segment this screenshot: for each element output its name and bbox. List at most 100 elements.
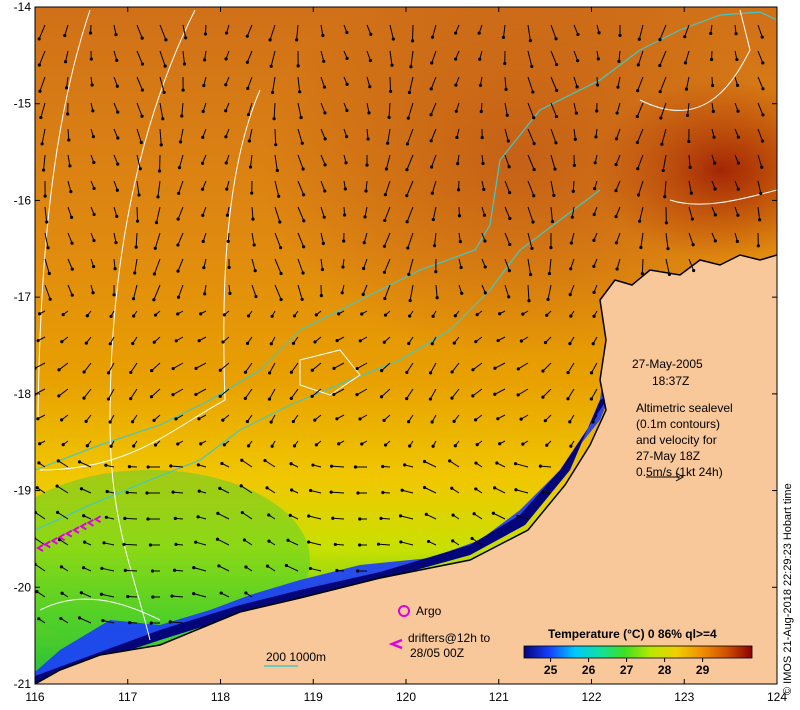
velocity-arrow-head — [133, 271, 137, 275]
velocity-arrow-head — [150, 569, 155, 573]
lon-tick-label: 119 — [304, 690, 323, 704]
velocity-arrow — [244, 388, 253, 399]
velocity-arrow-head — [712, 135, 716, 139]
velocity-arrow-head — [335, 417, 339, 421]
velocity-arrow-head — [688, 165, 692, 169]
velocity-arrow — [408, 76, 414, 93]
lon-tick-label: 122 — [581, 690, 601, 704]
velocity-arrow-head — [391, 37, 395, 41]
velocity-arrow — [548, 258, 552, 274]
velocity-arrow-head — [405, 220, 409, 224]
velocity-arrow-head — [164, 38, 168, 42]
velocity-arrow-head — [483, 239, 487, 243]
velocity-arrow — [41, 128, 46, 144]
velocity-arrow — [618, 50, 621, 62]
velocity-arrow — [366, 128, 369, 140]
velocity-arrow-head — [498, 312, 502, 316]
velocity-arrow — [640, 232, 644, 248]
velocity-arrow-head — [284, 563, 288, 568]
velocity-arrow — [311, 388, 322, 397]
velocity-arrow — [136, 102, 143, 117]
velocity-arrow-head — [240, 458, 244, 462]
velocity-arrow — [406, 362, 414, 373]
velocity-arrow-head — [174, 417, 178, 421]
velocity-arrow-head — [589, 371, 594, 375]
velocity-arrow — [684, 50, 690, 64]
coastal-coldest-band — [35, 395, 610, 684]
velocity-arrow — [383, 258, 391, 273]
velocity-arrow — [64, 24, 69, 36]
velocity-arrow-head — [92, 238, 96, 243]
velocity-arrow-head — [307, 540, 311, 544]
velocity-arrows — [35, 24, 765, 625]
lon-tick-label: 118 — [211, 690, 230, 704]
velocity-arrow — [381, 362, 391, 371]
velocity-arrow — [57, 511, 69, 520]
velocity-arrow-head — [57, 394, 61, 398]
velocity-arrow-head — [507, 295, 511, 299]
velocity-arrow — [332, 517, 345, 520]
velocity-arrow-head — [182, 62, 187, 66]
velocity-arrow — [274, 180, 280, 197]
velocity-arrow — [320, 154, 326, 166]
velocity-arrow-head — [270, 444, 274, 448]
velocity-arrow-head — [132, 444, 136, 448]
velocity-arrow-head — [140, 36, 144, 40]
velocity-arrow-head — [430, 420, 434, 424]
velocity-arrow-head — [422, 485, 427, 490]
velocity-arrow-head — [91, 291, 95, 295]
velocity-arrow-head — [636, 63, 640, 67]
velocity-arrow — [381, 388, 391, 398]
velocity-arrow-head — [298, 90, 302, 94]
velocity-arrow-head — [226, 239, 230, 243]
lon-tick-label: 117 — [118, 690, 137, 704]
velocity-arrow-head — [635, 114, 639, 119]
lat-tick-label: -15 — [14, 97, 32, 111]
velocity-arrow-head — [554, 141, 558, 145]
velocity-arrow — [270, 50, 276, 67]
velocity-arrow-head — [353, 465, 358, 469]
velocity-arrow — [573, 128, 576, 140]
velocity-arrow-head — [435, 296, 439, 300]
velocity-arrow — [81, 592, 92, 598]
velocity-arrow-head — [640, 272, 644, 276]
velocity-arrow-head — [756, 244, 760, 248]
velocity-arrow-head — [424, 512, 428, 516]
velocity-arrow-head — [332, 366, 336, 370]
lat-tick-label: -19 — [14, 484, 32, 498]
velocity-arrow-head — [516, 367, 520, 371]
velocity-arrow — [518, 362, 529, 370]
velocity-arrow — [356, 362, 368, 369]
velocity-arrow — [113, 102, 119, 113]
velocity-arrow-head — [123, 516, 127, 520]
velocity-arrow-head — [268, 38, 272, 42]
velocity-arrow-head — [222, 313, 226, 317]
colorbar-tick-label: 25 — [544, 663, 558, 677]
velocity-arrow-head — [40, 142, 44, 146]
velocity-arrow-head — [171, 366, 175, 371]
velocity-arrow-head — [454, 83, 458, 87]
velocity-arrow — [389, 50, 393, 66]
velocity-arrow — [550, 128, 557, 143]
velocity-arrow-head — [38, 312, 42, 316]
velocity-arrow — [195, 388, 207, 395]
velocity-arrow-head — [148, 543, 153, 547]
velocity-arrow-head — [736, 135, 740, 139]
velocity-arrow-head — [527, 299, 531, 303]
velocity-arrow — [177, 284, 184, 298]
velocity-arrow-head — [363, 215, 367, 219]
velocity-arrow-head — [59, 616, 63, 621]
velocity-arrow-head — [596, 57, 600, 61]
drifter-chevron-icon — [72, 526, 80, 534]
velocity-arrow-head — [381, 490, 385, 495]
velocity-arrow-head — [216, 511, 220, 516]
velocity-arrow-head — [115, 58, 119, 63]
velocity-arrow — [66, 76, 69, 88]
velocity-arrow — [757, 76, 764, 89]
velocity-arrow — [219, 388, 230, 397]
velocity-arrow-head — [307, 514, 311, 518]
velocity-arrow-head — [174, 339, 178, 343]
velocity-arrow — [637, 76, 644, 91]
drifter-chevron-icon — [86, 518, 94, 527]
velocity-arrow — [35, 511, 46, 520]
